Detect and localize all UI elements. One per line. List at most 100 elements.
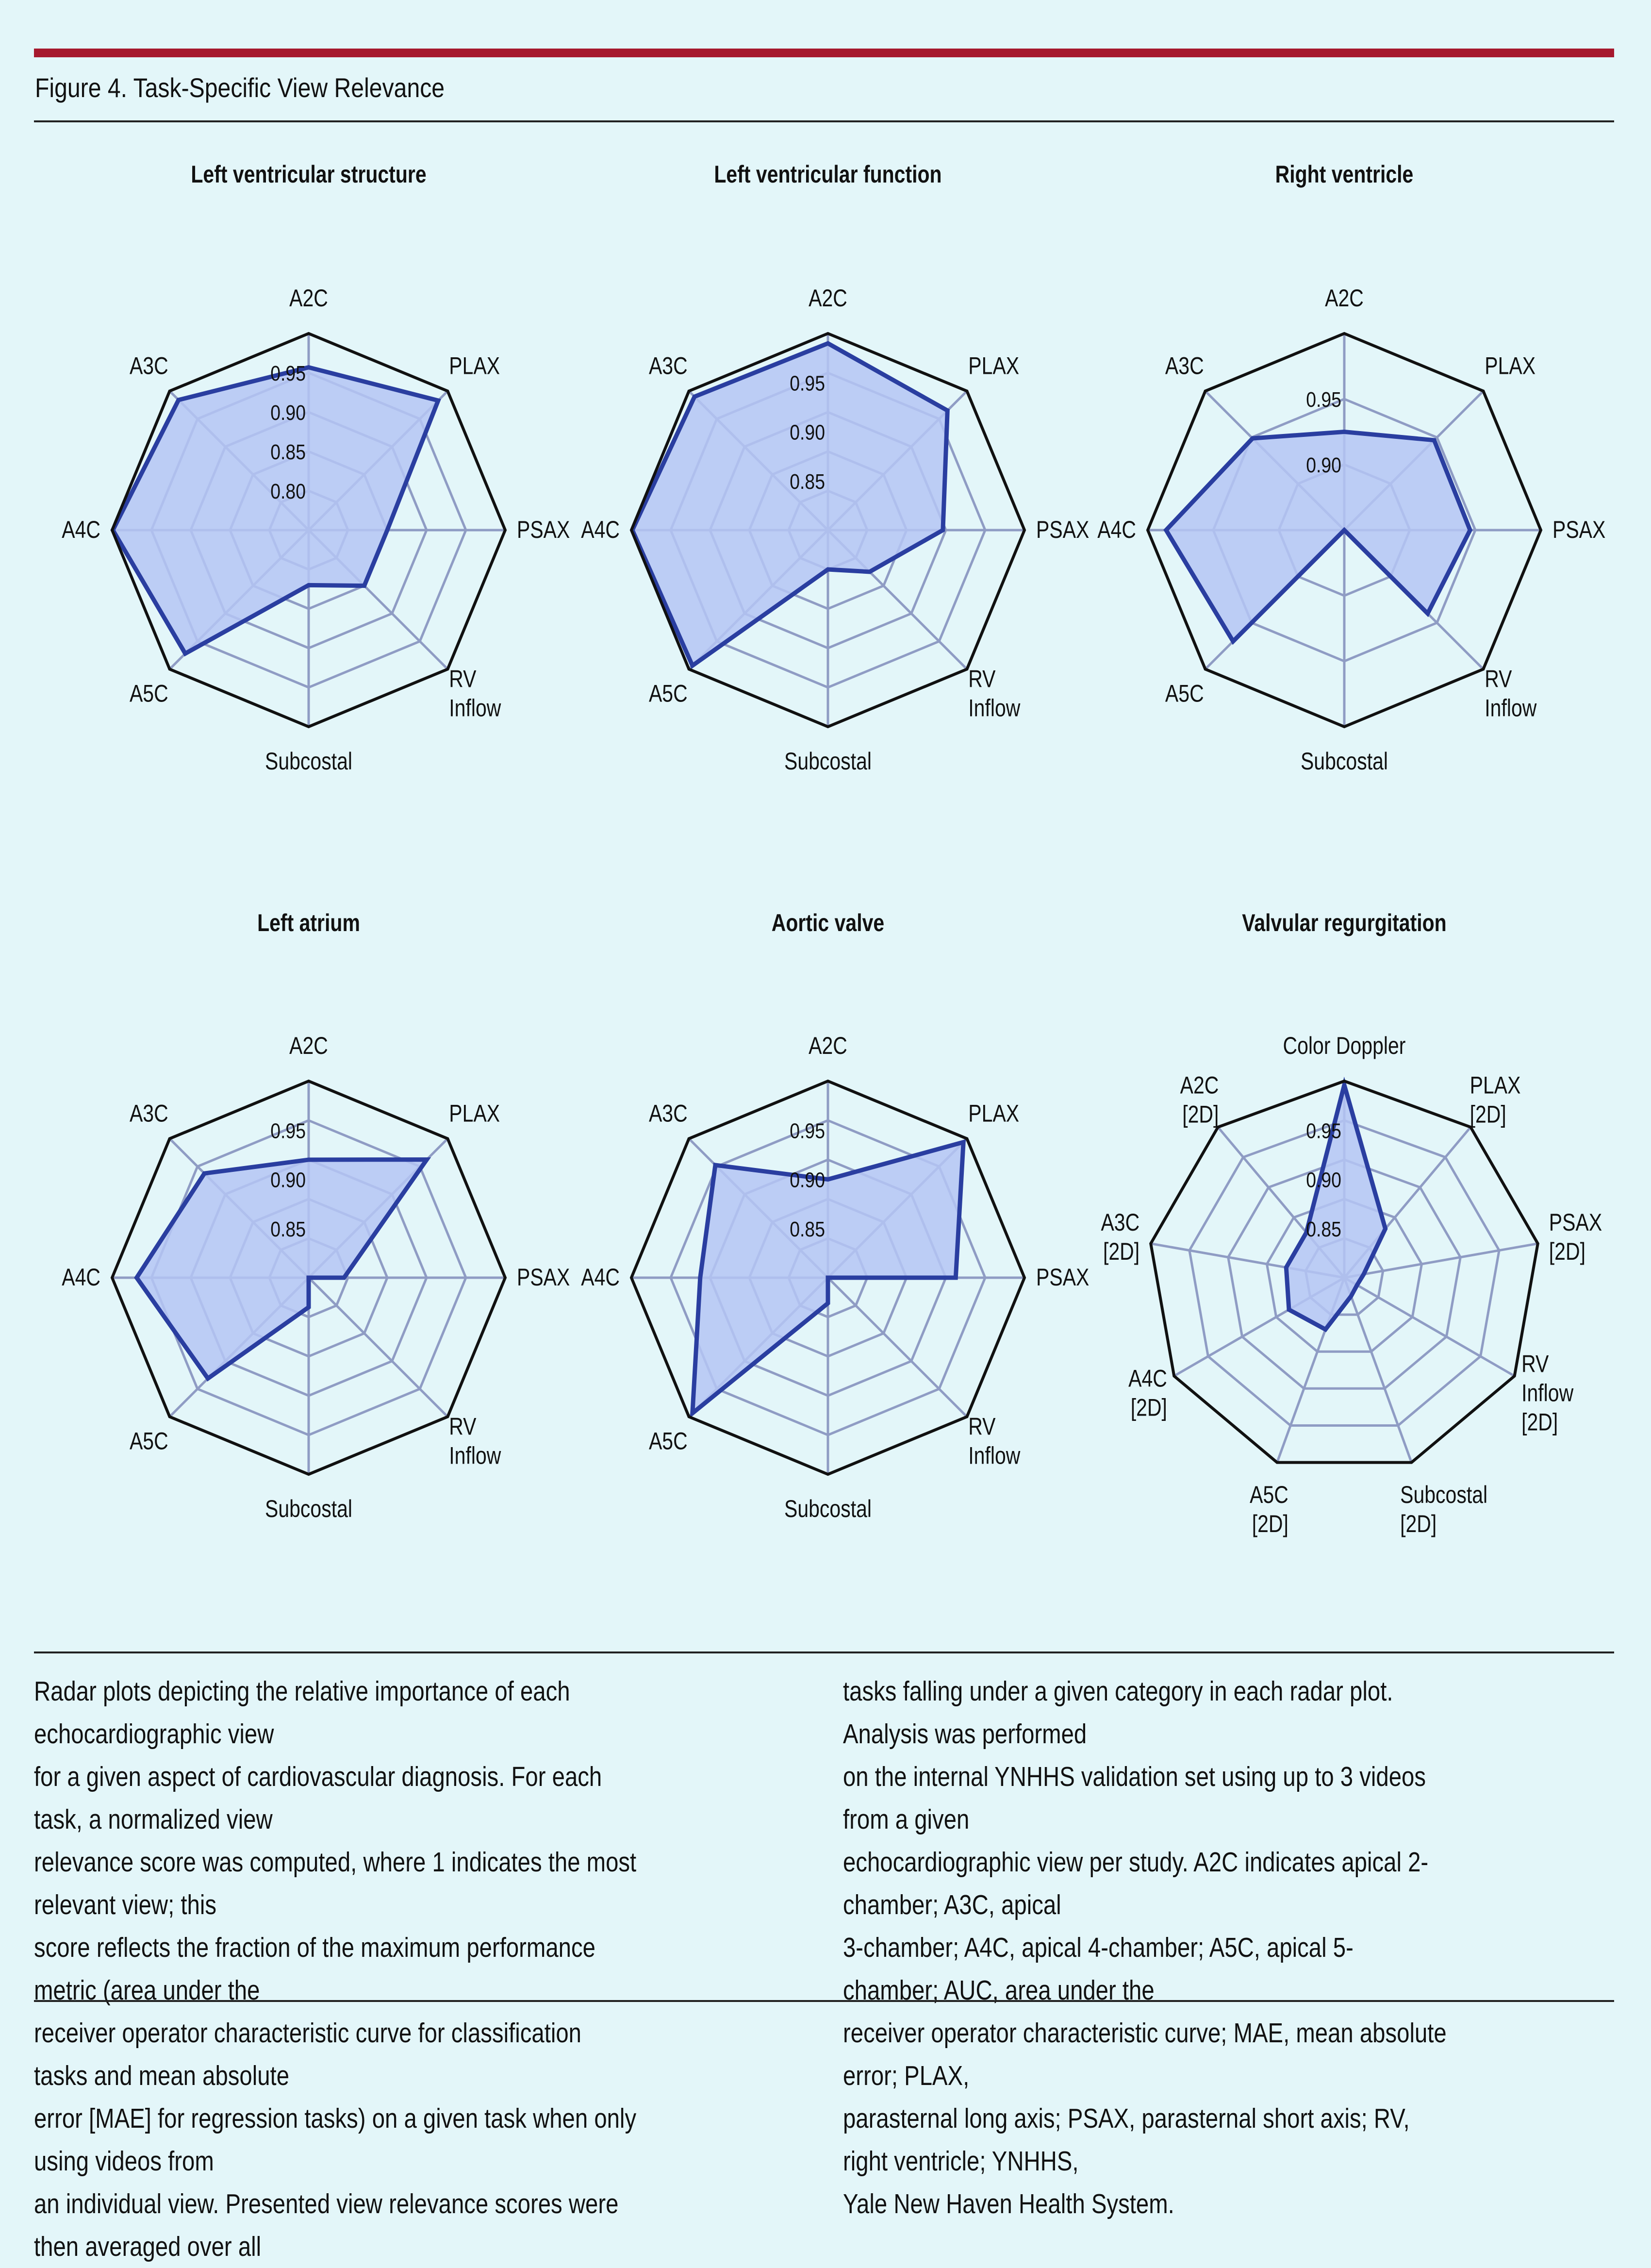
outer-outline	[110, 1079, 507, 1476]
data-point-a5c	[691, 1412, 694, 1415]
axis-spoke	[827, 1277, 968, 1418]
data-point-subcostal	[307, 1305, 310, 1309]
data-point-plax	[425, 1158, 429, 1161]
data-point-rv-inflow	[1426, 612, 1429, 615]
radar-chart-left-ventricular-structure: Left ventricular structure 0.80 0.85 0.90 0.…	[62, 161, 570, 775]
data-point-psax	[954, 1276, 958, 1279]
figure-title: Figure 4. Task-Specific View Relevance	[35, 72, 445, 103]
axis-label-psax: PSAX	[517, 516, 570, 543]
data-point-a5c	[183, 652, 187, 655]
data-point-a2c	[826, 1178, 829, 1181]
data-point-a4c	[698, 1276, 702, 1279]
axis-label-subcostal: Subcostal	[784, 748, 872, 775]
data-point-rv-inflow	[307, 1276, 310, 1279]
axis-label-a3c-2d: A3C [2D]	[1101, 1209, 1139, 1265]
chart-title: Left ventricular structure	[191, 161, 426, 188]
radar-chart-left-ventricular-function: Left ventricular function 0.85 0.90 0.95 A2C…	[581, 161, 1089, 775]
data-point-plax	[1433, 438, 1436, 442]
data-point-a5c	[1231, 640, 1235, 643]
axis-label-rv-inflow-2d: RV Inflow [2D]	[1521, 1351, 1574, 1436]
axis-label-plax-2d: PLAX [2D]	[1470, 1072, 1521, 1128]
outer-outline	[629, 1079, 1026, 1476]
outer-outline	[1149, 1079, 1539, 1464]
data-point-plax	[946, 409, 949, 412]
axis-label-plax: PLAX	[968, 352, 1019, 380]
tick-label: 0.95	[790, 371, 825, 395]
top-accent-rule	[34, 49, 1614, 57]
data-point-a5c	[206, 1377, 210, 1380]
data-point-a3c	[1251, 437, 1254, 440]
data-point-color-doppler	[1343, 1084, 1346, 1087]
axis-label-a4c: A4C	[581, 1264, 620, 1291]
axis-label-a3c: A3C	[130, 1100, 168, 1127]
axis-label-psax: PSAX	[1036, 516, 1089, 543]
chart-title: Aortic valve	[772, 909, 884, 936]
data-point-plax-2d	[1384, 1227, 1387, 1231]
data-point-a5c	[691, 664, 694, 667]
data-point-subcostal-2d	[1349, 1295, 1353, 1298]
tick-label: 0.85	[790, 469, 825, 494]
axis-label-rv-inflow: RV Inflow	[449, 665, 501, 721]
axis-spoke	[1344, 1242, 1538, 1279]
data-point-a4c	[1164, 529, 1168, 532]
data-point-subcostal	[826, 1301, 829, 1305]
axis-label-a2c: A2C	[289, 1032, 328, 1059]
data-point-a3c	[203, 1172, 206, 1175]
axis-label-a2c: A2C	[809, 284, 847, 312]
axis-label-a5c: A5C	[130, 1427, 168, 1454]
axis-label-a2c-2d: A2C [2D]	[1180, 1072, 1219, 1128]
data-point-a4c	[135, 1276, 138, 1279]
axis-label-a2c: A2C	[809, 1032, 847, 1059]
data-point-subcostal	[307, 584, 310, 587]
axis-label-a4c: A4C	[581, 516, 620, 543]
data-point-psax-2d	[1362, 1273, 1365, 1276]
data-point-rv-inflow	[868, 570, 871, 573]
data-point-a3c	[714, 1164, 717, 1167]
tick-label: 0.90	[270, 1168, 306, 1192]
tick-label: 0.85	[270, 440, 306, 464]
data-point-a3c	[177, 398, 180, 401]
data-point-a2c	[307, 366, 310, 369]
data-point-a4c-2d	[1288, 1308, 1290, 1311]
axis-label-a4c: A4C	[62, 516, 100, 543]
outer-outline	[1146, 332, 1543, 729]
data-point-subcostal	[1343, 529, 1346, 532]
data-point-a5c-2d	[1324, 1328, 1327, 1331]
data-point-rv-inflow	[826, 1276, 829, 1279]
data-point-a2c-2d	[1304, 1231, 1308, 1234]
outer-outline	[110, 332, 507, 729]
axis-spoke	[1343, 1277, 1413, 1463]
axis-label-plax: PLAX	[1485, 352, 1535, 380]
axis-label-psax-2d: PSAX [2D]	[1549, 1209, 1602, 1265]
tick-label: 0.80	[270, 479, 306, 503]
axis-label-subcostal: Subcostal	[265, 748, 352, 775]
axis-label-rv-inflow: RV Inflow	[449, 1413, 501, 1469]
axis-label-psax: PSAX	[1552, 516, 1605, 543]
data-point-plax	[436, 399, 440, 402]
axis-label-psax: PSAX	[517, 1264, 570, 1291]
radar-chart-aortic-valve: Aortic valve 0.85 0.90 0.95 A2C PLAX PSAX RV Inf…	[581, 909, 1089, 1522]
caption-divider-bottom	[34, 2000, 1614, 2002]
series-polygon	[1284, 1076, 1388, 1333]
tick-label: 0.90	[1306, 1168, 1341, 1192]
title-divider	[34, 120, 1614, 122]
data-point-psax	[1469, 529, 1472, 532]
caption-right-column: tasks falling under a given category in …	[843, 1676, 1447, 2219]
axis-label-subcostal: Subcostal	[265, 1495, 352, 1522]
chart-title: Right ventricle	[1275, 161, 1414, 188]
grid-ring	[1227, 1158, 1462, 1390]
axis-label-subcostal: Subcostal	[784, 1495, 872, 1522]
grid-ring	[1188, 1119, 1501, 1427]
axis-label-a5c: A5C	[130, 680, 168, 707]
axis-label-plax: PLAX	[449, 1100, 500, 1127]
axis-label-a3c: A3C	[649, 1100, 688, 1127]
axis-label-subcostal-2d: Subcostal [2D]	[1400, 1481, 1487, 1537]
axis-label-a5c: A5C	[1165, 680, 1204, 707]
caption-left-column: Radar plots depicting the relative impor…	[34, 1676, 637, 2262]
axis-label-rv-inflow: RV Inflow	[1485, 665, 1537, 721]
axis-label-a4c: A4C	[1097, 516, 1136, 543]
axis-label-a5c: A5C	[649, 1427, 688, 1454]
tick-label: 0.95	[1306, 1118, 1341, 1143]
chart-title: Left atrium	[257, 909, 360, 936]
axis-label-a2c: A2C	[1325, 284, 1364, 312]
